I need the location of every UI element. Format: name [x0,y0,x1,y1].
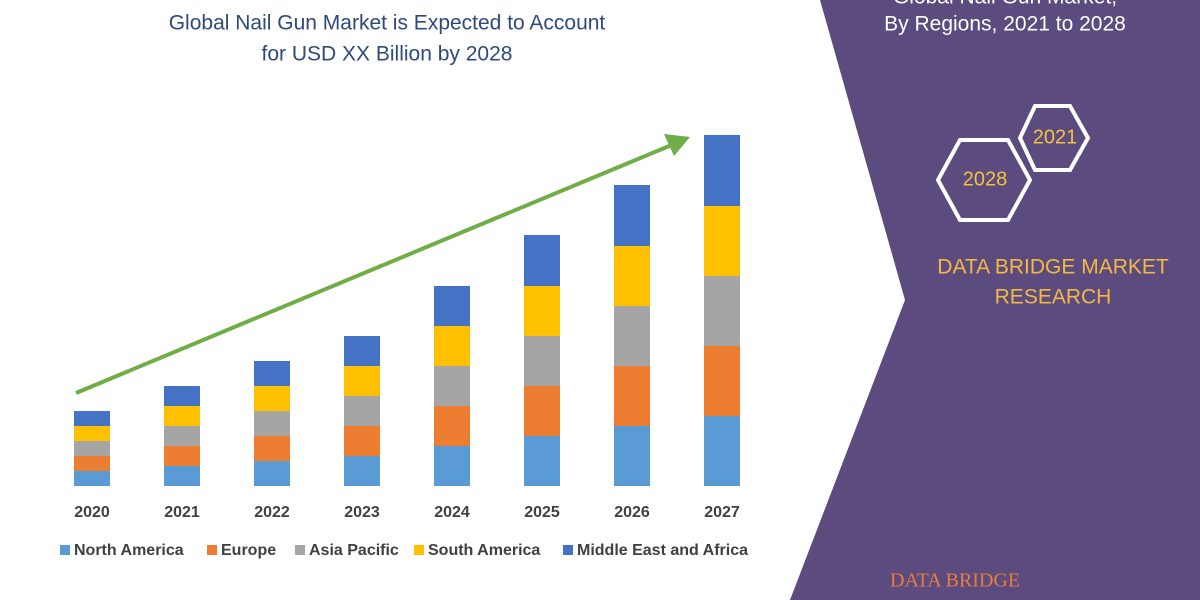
x-tick-label: 2025 [524,504,560,521]
bar-segment [704,135,740,206]
bar-segment [74,426,110,441]
panel-title: Global Nail Gun Market, [893,0,1117,9]
hexagon-label: 2028 [963,168,1008,190]
bar-segment [164,406,200,426]
legend-label: Europe [221,542,276,559]
bar-segment [254,386,290,411]
bar-segment [704,276,740,346]
bar-segment [74,456,110,471]
bar-segment [254,461,290,486]
trend-arrow [75,142,675,395]
hexagon [935,138,1033,222]
bar-segment [524,386,560,436]
bar-segment [164,386,200,406]
chart-title: for USD XX Billion by 2028 [262,43,513,66]
bar-segment [254,361,290,386]
bar-segment [434,406,470,446]
legend-marker [563,545,573,555]
bar-segment [344,456,380,486]
legend-label: Middle East and Africa [577,542,748,559]
bar-segment [524,436,560,486]
bar-segment [164,426,200,446]
x-tick-label: 2020 [74,504,110,521]
hexagon-label: 2021 [1033,126,1078,148]
bar-segment [614,246,650,306]
legend-marker [295,545,305,555]
legend-label: North America [74,542,184,559]
bar-segment [344,336,380,366]
x-tick-label: 2021 [164,504,200,521]
bar-segment [704,206,740,276]
bar-segment [614,366,650,426]
bar-segment [254,411,290,436]
x-tick-label: 2023 [344,504,380,521]
arrow-head [664,134,690,156]
bar-segment [434,326,470,366]
bar-segment [74,471,110,486]
bar-segment [524,286,560,336]
x-tick-label: 2026 [614,504,650,521]
x-tick-label: 2027 [704,504,740,521]
bar-segment [434,286,470,326]
bar-segment [524,235,560,286]
x-tick-label: 2022 [254,504,290,521]
bar-segment [254,436,290,461]
brand-text: DATA BRIDGE MARKET [937,256,1169,279]
bar-segment [614,185,650,246]
bar-segment [434,366,470,406]
bar-segment [164,466,200,486]
bar-segment [344,426,380,456]
bar-segment [704,416,740,486]
legend-marker [207,545,217,555]
hexagon [1017,104,1091,172]
bar-segment [344,396,380,426]
bar-segment [614,426,650,486]
chart-title: Global Nail Gun Market is Expected to Ac… [169,12,606,35]
bar-segment [74,441,110,456]
x-tick-label: 2024 [434,504,470,521]
side-panel [790,0,1200,600]
legend-label: South America [428,542,540,559]
logo-text: DATA BRIDGE [890,570,1020,592]
bar-segment [164,446,200,466]
bar-segment [524,336,560,386]
legend-label: Asia Pacific [309,542,399,559]
panel-title: By Regions, 2021 to 2028 [884,13,1126,36]
legend-marker [60,545,70,555]
bar-segment [74,411,110,426]
bar-segment [614,306,650,366]
bar-segment [344,366,380,396]
brand-text: RESEARCH [995,286,1112,309]
bar-segment [704,346,740,416]
legend-marker [414,545,424,555]
bar-segment [434,446,470,486]
